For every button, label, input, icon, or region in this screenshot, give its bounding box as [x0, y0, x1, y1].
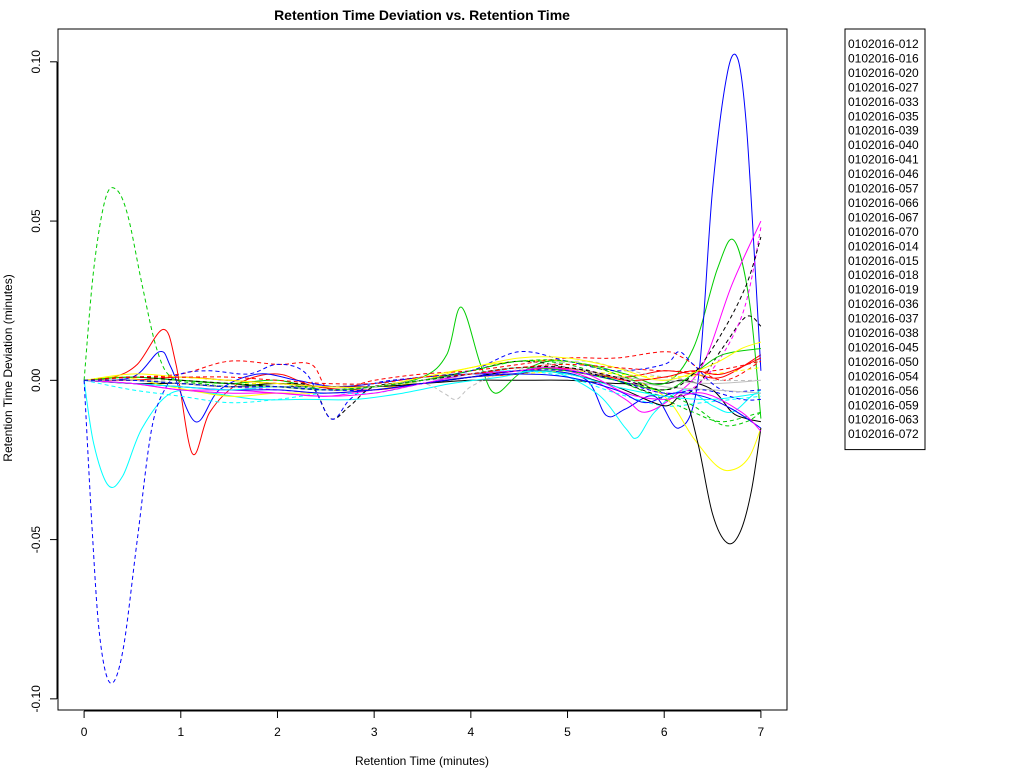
legend-entry: 0102016-066: [848, 196, 919, 210]
x-tick-label: 2: [274, 725, 281, 739]
legend-entry: 0102016-038: [848, 326, 919, 340]
series-line-0102016-067: [84, 370, 761, 407]
series-line-0102016-059: [84, 360, 761, 385]
legend-entry: 0102016-054: [848, 369, 919, 383]
legend-entry: 0102016-063: [848, 413, 919, 427]
y-tick-label: 0.10: [29, 50, 43, 74]
legend-entry: 0102016-050: [848, 355, 919, 369]
legend-entry: 0102016-059: [848, 398, 919, 412]
x-tick-label: 5: [564, 725, 571, 739]
series-line-0102016-020: [84, 238, 762, 419]
series-layer: [83, 53, 762, 684]
x-tick-label: 6: [661, 725, 668, 739]
legend-entry: 0102016-014: [848, 239, 919, 253]
series-line-0102016-027: [84, 53, 762, 429]
legend-entry: 0102016-072: [848, 427, 919, 441]
legend-entry: 0102016-018: [848, 268, 919, 282]
legend-entry: 0102016-036: [848, 297, 919, 311]
legend-entry: 0102016-039: [848, 124, 919, 138]
legend-entry: 0102016-070: [848, 225, 919, 239]
legend-entry: 0102016-012: [848, 37, 919, 51]
x-axis-label: Retention Time (minutes): [355, 754, 489, 768]
legend-entry: 0102016-041: [848, 153, 919, 167]
series-line-0102016-072: [84, 369, 761, 401]
legend-box: [844, 28, 926, 451]
series-line-0102016-063: [84, 359, 762, 427]
axes-layer: 0 1 2 3 4 5 6 7 -0.10 -0.05 0.00 0.05 0.10: [29, 50, 765, 739]
y-tick-label: -0.05: [29, 526, 43, 554]
legend-entry: 0102016-057: [848, 182, 919, 196]
y-axis-label: Retention Time Deviation (minutes): [1, 274, 15, 461]
series-line-0102016-039: [84, 359, 762, 472]
plot-frame: [57, 28, 788, 711]
legend-entry: 0102016-027: [848, 80, 919, 94]
y-tick-label: 0.05: [29, 209, 43, 233]
legend-entry: 0102016-037: [848, 312, 919, 326]
x-tick-label: 7: [758, 725, 765, 739]
series-line-0102016-066: [83, 351, 761, 684]
x-tick-label: 0: [81, 725, 88, 739]
legend-entry: 0102016-056: [848, 384, 919, 398]
x-tick-label: 3: [371, 725, 378, 739]
legend-entry: 0102016-040: [848, 138, 919, 152]
x-tick-label: 4: [467, 725, 474, 739]
legend-entry: 0102016-033: [848, 95, 919, 109]
legend-entry: 0102016-015: [848, 254, 919, 268]
legend-entry: 0102016-016: [848, 51, 919, 65]
legend-entry: 0102016-019: [848, 283, 919, 297]
x-tick-label: 1: [177, 725, 184, 739]
legend-entry: 0102016-020: [848, 66, 919, 80]
legend-entry: 0102016-067: [848, 210, 919, 224]
legend-entry: 0102016-046: [848, 167, 919, 181]
series-line-0102016-050: [84, 341, 762, 389]
legend-entry: 0102016-045: [848, 340, 919, 354]
y-tick-label: -0.10: [29, 685, 43, 713]
chart-title: Retention Time Deviation vs. Retention T…: [274, 7, 570, 23]
legend: 0102016-0120102016-0160102016-0200102016…: [844, 28, 926, 451]
legend-entry: 0102016-035: [848, 109, 919, 123]
y-tick-label: 0.00: [29, 368, 43, 392]
